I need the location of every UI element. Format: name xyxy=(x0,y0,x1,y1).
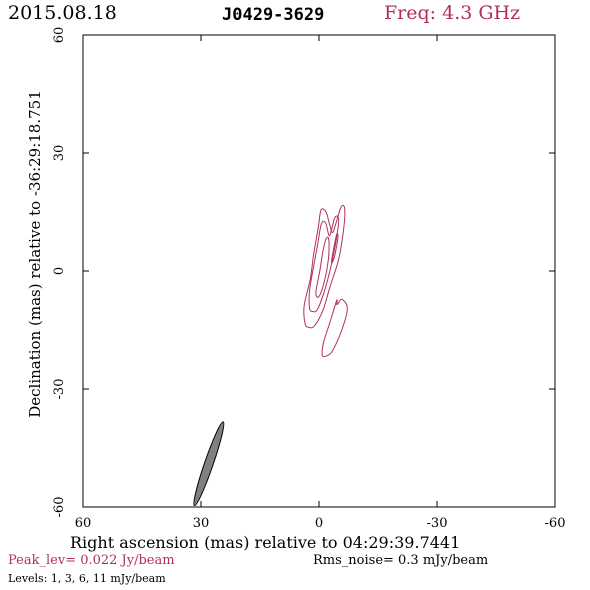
axis-tick-labels: 60 30 0 -30 -60 60 30 0 -30 -60 xyxy=(52,27,565,531)
y-tick-label: 0 xyxy=(52,267,67,275)
peak-level: Peak_lev= 0.022 Jy/beam xyxy=(8,553,175,568)
y-tick-label: -60 xyxy=(52,497,67,518)
beam-layer xyxy=(193,421,225,507)
plot-frame xyxy=(82,34,556,508)
contour-line-1mjy xyxy=(303,204,346,329)
y-tick-label: -30 xyxy=(52,379,67,400)
observation-date: 2015.08.18 xyxy=(8,2,117,24)
x-tick-label: 0 xyxy=(315,516,323,531)
x-tick-label: -60 xyxy=(545,516,566,531)
contour-line-3mjy xyxy=(308,215,340,313)
x-tick-label: 60 xyxy=(75,516,92,531)
contour-layer xyxy=(303,204,348,358)
y-axis-label: Declination (mas) relative to -36:29:18.… xyxy=(26,90,44,418)
axis-ticks xyxy=(82,34,556,508)
contour-line-1mjy xyxy=(321,298,348,358)
frequency-label: Freq: 4.3 GHz xyxy=(384,2,521,24)
rms-noise: Rms_noise= 0.3 mJy/beam xyxy=(313,553,489,568)
contour-levels: Levels: 1, 3, 6, 11 mJy/beam xyxy=(8,572,166,585)
beam-ellipse xyxy=(193,421,225,507)
contour-line-6mjy xyxy=(331,233,339,264)
y-tick-label: 60 xyxy=(52,27,67,44)
x-tick-label: 30 xyxy=(193,516,210,531)
x-tick-label: -30 xyxy=(427,516,448,531)
contour-line-6mjy xyxy=(315,236,330,298)
y-tick-label: 30 xyxy=(52,145,67,162)
source-name: J0429-3629 xyxy=(222,5,325,25)
x-axis-label: Right ascension (mas) relative to 04:29:… xyxy=(70,533,461,552)
